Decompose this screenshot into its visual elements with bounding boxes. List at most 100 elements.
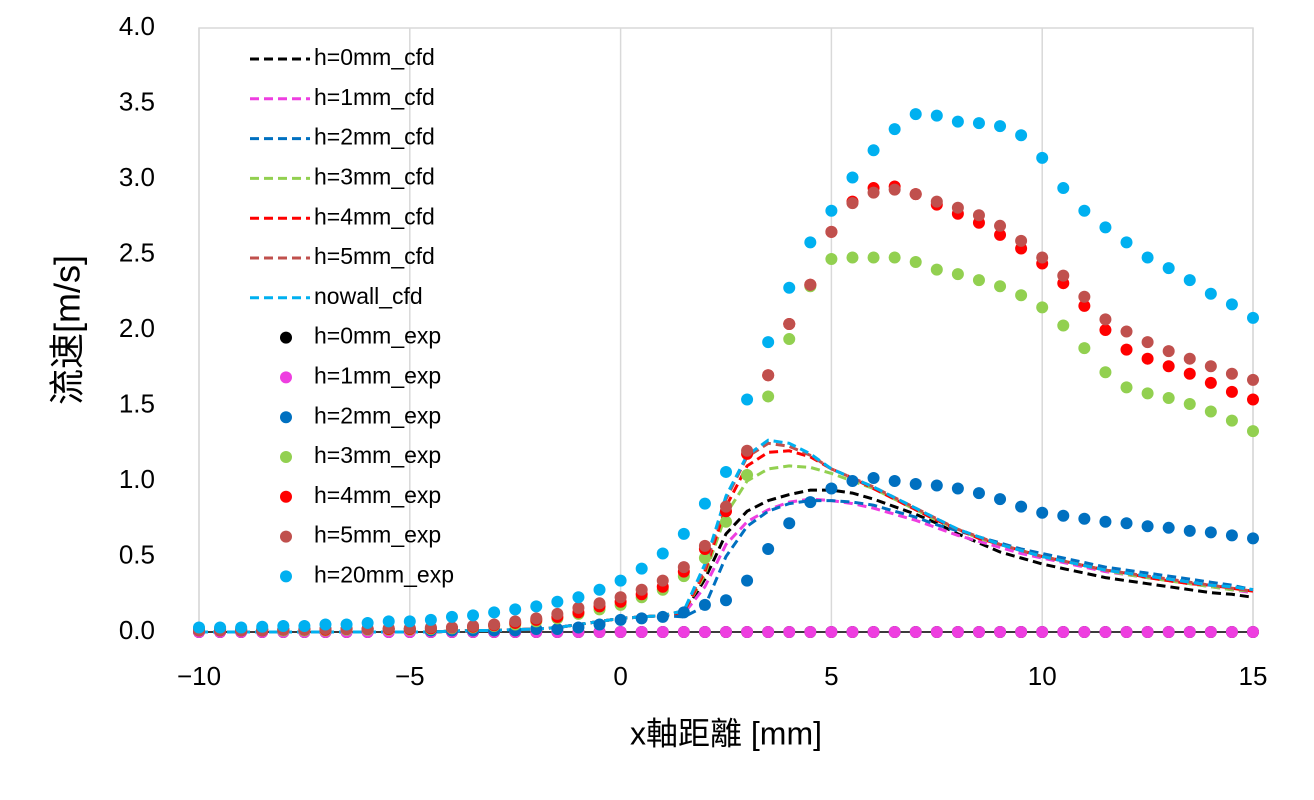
y-tick-label: 1.0 xyxy=(119,464,155,494)
data-point xyxy=(1183,352,1196,365)
data-point xyxy=(1225,385,1238,398)
data-point xyxy=(1120,626,1133,638)
data-point xyxy=(1183,397,1196,410)
data-point xyxy=(572,591,585,604)
data-point xyxy=(1036,151,1049,164)
data-point xyxy=(846,251,859,264)
data-point xyxy=(951,268,964,281)
data-point xyxy=(909,626,922,638)
data-point xyxy=(1078,512,1091,525)
data-point xyxy=(424,613,437,626)
data-point xyxy=(1162,521,1175,534)
data-point xyxy=(1225,367,1238,380)
data-point xyxy=(1015,289,1028,302)
data-point xyxy=(888,475,901,487)
data-point xyxy=(614,574,627,587)
data-point xyxy=(1247,311,1259,324)
data-point xyxy=(1204,405,1217,418)
data-point xyxy=(1036,626,1049,638)
data-point xyxy=(930,195,943,208)
data-point xyxy=(1247,393,1259,406)
data-point xyxy=(1078,204,1091,217)
x-tick-label: 0 xyxy=(613,661,627,691)
data-point xyxy=(846,171,859,184)
data-point xyxy=(1036,301,1049,314)
data-point xyxy=(867,471,880,484)
data-point xyxy=(972,274,985,287)
data-point xyxy=(1120,236,1133,249)
legend-label: h=2mm_cfd xyxy=(314,124,435,150)
legend-label: nowall_cfd xyxy=(314,283,423,309)
data-point xyxy=(1015,129,1028,142)
x-axis-title: x軸距離 [mm] xyxy=(630,715,822,751)
data-point xyxy=(298,619,311,632)
data-point xyxy=(1162,262,1175,275)
data-point xyxy=(846,197,859,210)
data-point xyxy=(361,616,374,629)
data-point xyxy=(741,626,754,638)
data-point xyxy=(1141,520,1154,533)
data-point xyxy=(530,600,543,613)
data-point xyxy=(804,496,817,509)
data-point xyxy=(1078,290,1091,303)
data-point xyxy=(488,606,501,619)
data-point xyxy=(720,465,732,478)
data-point xyxy=(994,493,1007,506)
x-tick-label: −10 xyxy=(177,661,221,691)
data-point xyxy=(698,497,711,510)
data-point xyxy=(1183,274,1196,287)
data-point xyxy=(1099,626,1112,638)
x-tick-label: 5 xyxy=(824,661,838,691)
data-point xyxy=(1204,626,1217,638)
data-point xyxy=(930,626,943,638)
data-point xyxy=(909,478,922,491)
data-point xyxy=(804,626,817,638)
data-point xyxy=(846,626,859,638)
data-point xyxy=(1015,500,1028,513)
data-point xyxy=(1120,381,1133,394)
data-point xyxy=(741,444,754,457)
data-point xyxy=(1015,626,1028,638)
data-point xyxy=(1162,345,1175,358)
data-point xyxy=(677,527,690,540)
y-tick-label: 4.0 xyxy=(119,11,155,41)
data-point xyxy=(1057,509,1070,522)
data-point xyxy=(1225,414,1238,427)
data-point xyxy=(340,618,353,631)
data-point xyxy=(677,626,690,638)
data-point xyxy=(720,500,732,513)
data-point xyxy=(1247,532,1259,545)
data-point xyxy=(1247,626,1259,638)
data-point xyxy=(277,619,290,632)
data-point xyxy=(1057,319,1070,332)
data-point xyxy=(656,547,669,560)
data-point xyxy=(762,369,775,382)
data-point xyxy=(888,626,901,638)
data-point xyxy=(972,209,985,222)
y-tick-label: 3.0 xyxy=(119,162,155,192)
data-point xyxy=(1225,626,1238,638)
data-point xyxy=(677,561,690,574)
data-point xyxy=(1099,515,1112,528)
data-point xyxy=(235,621,248,634)
data-point xyxy=(1183,524,1196,537)
data-point xyxy=(614,626,627,638)
data-point xyxy=(909,188,922,201)
data-point xyxy=(593,597,606,610)
data-point xyxy=(1162,626,1175,638)
data-point xyxy=(972,487,985,500)
data-point xyxy=(593,583,606,596)
data-point xyxy=(1141,352,1154,365)
data-point xyxy=(677,606,690,619)
data-point xyxy=(572,621,585,634)
data-point xyxy=(698,552,711,565)
data-point xyxy=(951,115,964,128)
legend-swatch xyxy=(280,411,292,424)
data-point xyxy=(1057,626,1070,638)
data-point xyxy=(1120,325,1133,338)
y-tick-label: 1.5 xyxy=(119,388,155,418)
data-point xyxy=(1057,182,1070,195)
data-point xyxy=(867,144,880,157)
data-point xyxy=(403,615,416,628)
data-point xyxy=(1225,298,1238,311)
